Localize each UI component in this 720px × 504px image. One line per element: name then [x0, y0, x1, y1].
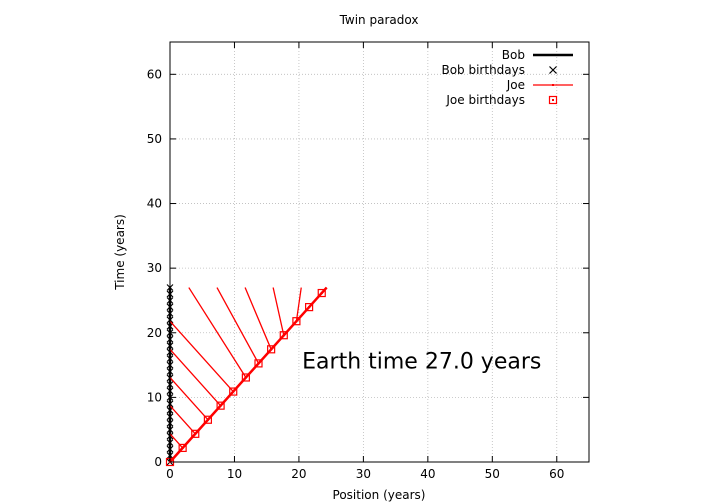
chart-title: Twin paradox — [339, 13, 419, 27]
joe-birthday-point — [254, 359, 263, 368]
light-signal-segment — [295, 287, 302, 322]
legend-swatch-joe-birthdays-dot — [552, 99, 554, 101]
y-tick-label: 60 — [147, 67, 162, 81]
light-signal-segment — [169, 405, 196, 435]
light-signal-segment — [216, 287, 260, 364]
legend-swatch-joe-dot — [552, 84, 554, 86]
light-signal-segment — [169, 348, 222, 407]
legend-swatch-joe-birthdays — [548, 95, 558, 105]
y-tick-label: 40 — [147, 197, 162, 211]
annotations: Earth time 27.0 years — [302, 349, 541, 374]
x-tick-label: 40 — [420, 467, 435, 481]
light-signal-segment — [169, 377, 209, 421]
light-signal-segment — [188, 287, 247, 378]
y-tick-label: 50 — [147, 132, 162, 146]
light-signal-segment — [169, 433, 184, 449]
light-signal-segment — [244, 287, 272, 350]
y-tick-label: 0 — [154, 455, 162, 469]
joe-birthday-point — [178, 443, 187, 453]
x-tick-label: 10 — [227, 467, 242, 481]
y-tick-label: 20 — [147, 326, 162, 340]
legend-label: Bob birthdays — [441, 63, 525, 77]
x-tick-label: 20 — [291, 467, 306, 481]
light-signal-segment — [272, 287, 285, 336]
y-tick-label: 30 — [147, 261, 162, 275]
plot-frame — [169, 41, 590, 463]
joe-birthday-point — [191, 429, 200, 438]
joe-birthday-point — [267, 345, 276, 354]
legend-label: Joe — [506, 78, 525, 92]
legend-label: Bob — [502, 48, 525, 62]
y-axis-label: Time (years) — [113, 214, 127, 291]
joe-birthday-point — [279, 331, 288, 340]
x-tick-label: 50 — [485, 467, 500, 481]
x-tick-label: 30 — [356, 467, 371, 481]
y-tick-label: 10 — [147, 390, 162, 404]
joe-birthday-point — [229, 387, 238, 396]
joe-birthday-point — [203, 415, 213, 424]
x-tick-label: 60 — [549, 467, 564, 481]
joe-birthday-point — [241, 373, 250, 382]
joe-birthday-point — [216, 401, 225, 410]
earth-time-annotation: Earth time 27.0 years — [302, 349, 541, 374]
grid-layer — [170, 42, 589, 462]
axis-layer: 0 10 20 30 40 50 60 0 10 20 30 40 50 60 — [147, 41, 590, 481]
x-axis-label: Position (years) — [333, 488, 426, 502]
data-layer — [165, 284, 328, 467]
joe-birthday-point — [305, 303, 314, 312]
legend-label: Joe birthdays — [445, 93, 525, 107]
joe-birthday-point — [317, 288, 326, 298]
light-signal-segment — [169, 320, 234, 393]
light-signal-segment — [321, 287, 328, 294]
legend-swatch-bob-birthdays — [549, 66, 557, 74]
x-tick-label: 0 — [166, 467, 174, 481]
